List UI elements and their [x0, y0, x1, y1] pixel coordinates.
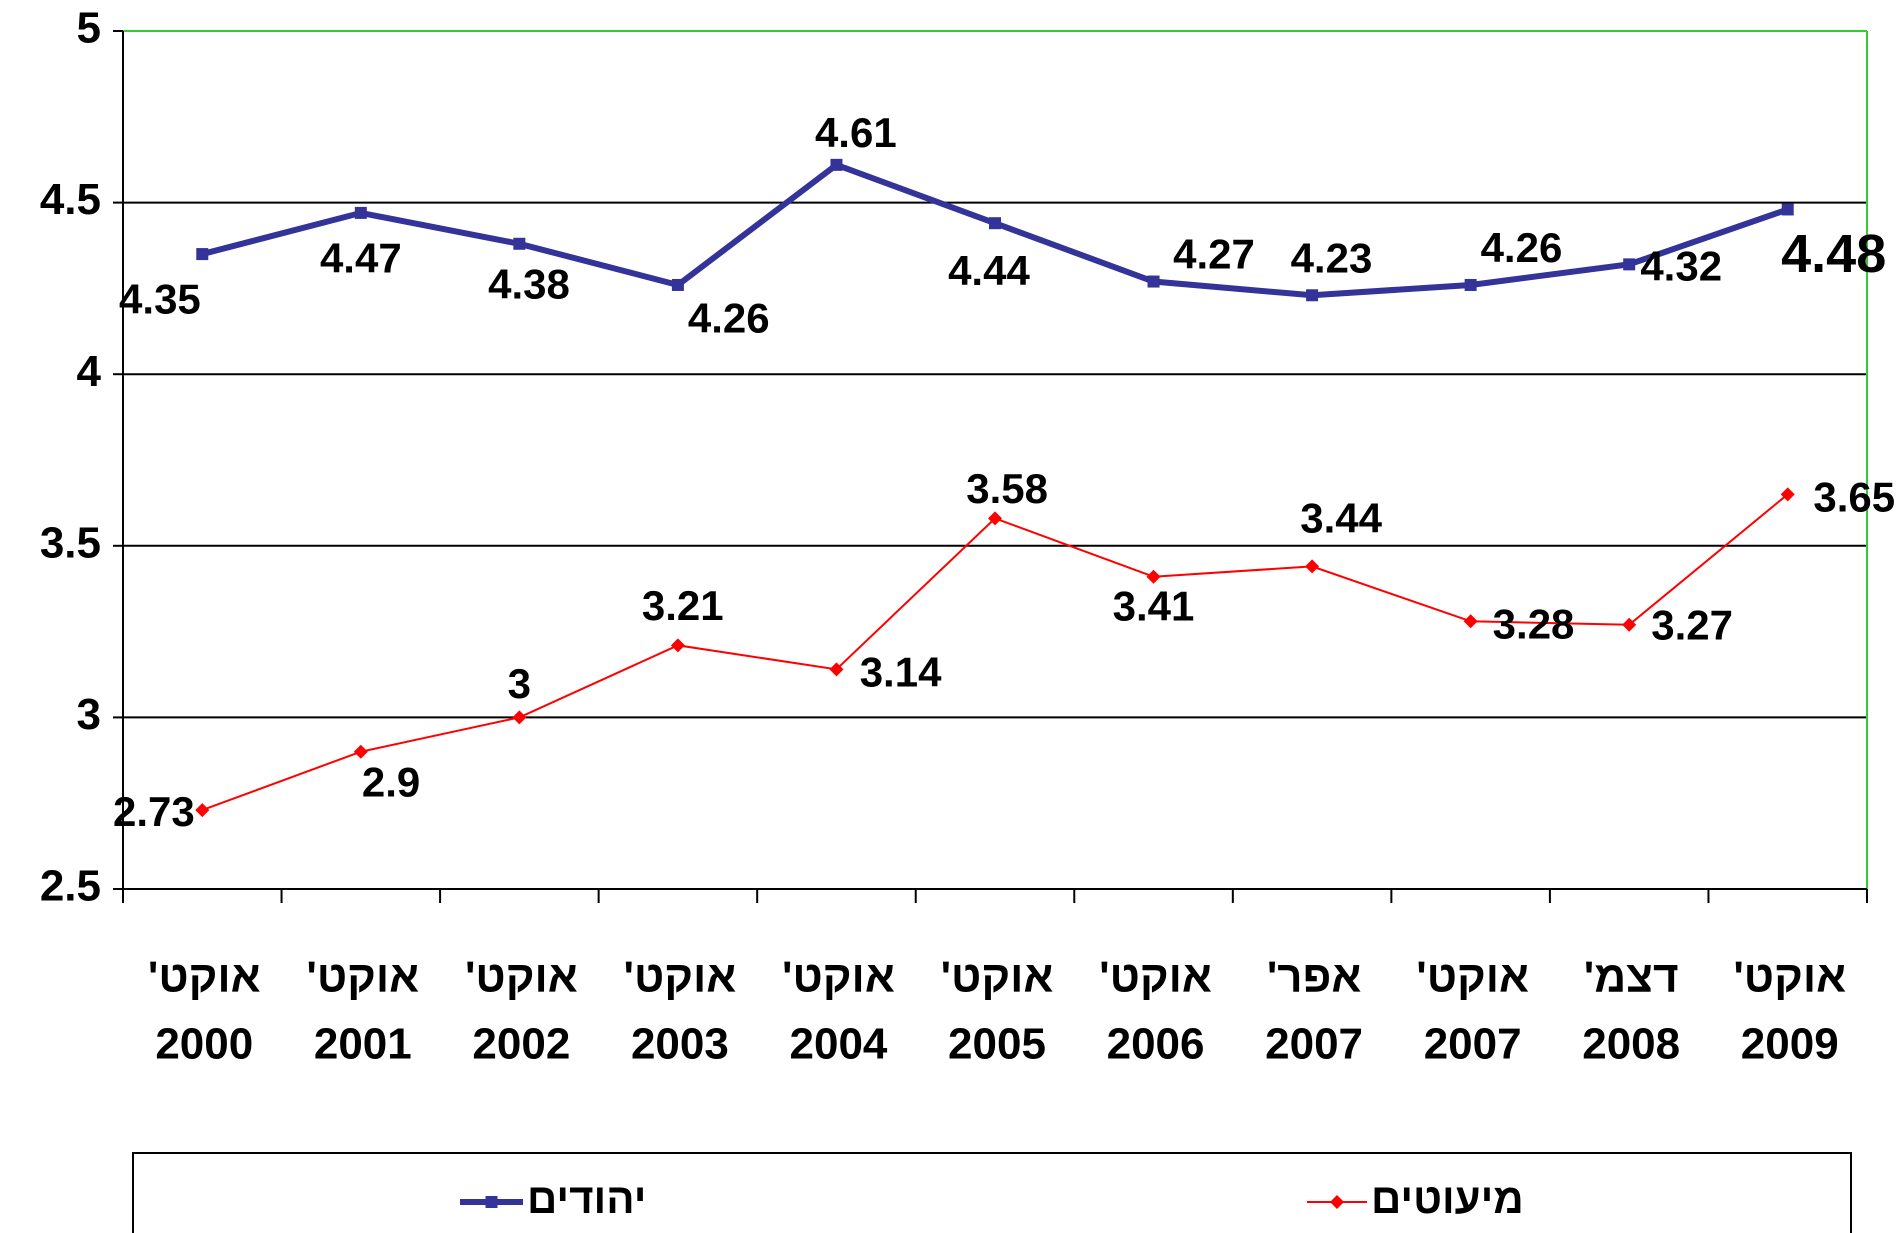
marker [196, 248, 209, 261]
marker [1464, 278, 1477, 291]
x-tick-label: 2008 [1582, 1020, 1680, 1069]
x-tick-label: 2002 [472, 1020, 570, 1069]
marker [989, 217, 1001, 230]
marker [1781, 203, 1794, 216]
data-label: 4.27 [1173, 230, 1255, 277]
x-tick-label: 2003 [631, 1020, 729, 1069]
data-label: 3.58 [966, 465, 1048, 512]
x-tick-label: 2005 [948, 1020, 1046, 1069]
y-tick-label: 5 [77, 4, 101, 53]
y-tick-label: 4 [77, 347, 102, 396]
series-line [201, 493, 1789, 812]
data-label: 4.61 [815, 109, 897, 156]
marker [512, 710, 527, 725]
legend-label: מיעוטים [1371, 1175, 1524, 1222]
legend-box [132, 1152, 1852, 1233]
data-label: 3.65 [1813, 473, 1895, 520]
marker [1146, 569, 1161, 584]
marker [1147, 275, 1160, 288]
marker [1623, 258, 1636, 271]
x-tick-label: 2006 [1107, 1020, 1205, 1069]
marker [1305, 559, 1320, 574]
marker [1463, 614, 1478, 629]
data-label: 3 [508, 660, 531, 707]
data-label: 4.32 [1640, 242, 1722, 289]
data-label: 3.41 [1113, 582, 1195, 629]
x-tick-label: אוקט' [1099, 953, 1212, 1002]
marker [829, 662, 844, 677]
data-label: 4.48 [1781, 224, 1886, 284]
x-tick-label: אפר' [1267, 953, 1362, 1002]
marker [195, 803, 210, 818]
data-label: 3.14 [860, 648, 942, 695]
x-tick-label: אוקט' [306, 953, 419, 1002]
y-tick-label: 2.5 [40, 862, 101, 911]
marker [830, 158, 843, 171]
data-label: 3.27 [1651, 601, 1733, 648]
x-tick-label: אוקט' [1733, 953, 1846, 1002]
data-label: 4.23 [1291, 234, 1373, 281]
data-label: 2.9 [362, 759, 420, 806]
marker [670, 638, 685, 653]
x-tick-label: אוקט' [782, 953, 895, 1002]
data-label: 3.21 [642, 582, 724, 629]
y-tick-label: 3 [77, 690, 101, 739]
y-tick-label: 4.5 [40, 175, 101, 224]
data-label: 4.44 [948, 247, 1030, 294]
marker [1622, 617, 1637, 632]
data-label: 2.73 [113, 788, 195, 835]
legend-marker [1330, 1195, 1344, 1209]
x-tick-label: אוקט' [1416, 953, 1529, 1002]
legend-marker [485, 1196, 498, 1208]
data-label: 4.26 [688, 294, 770, 341]
x-tick-label: אוקט' [465, 953, 578, 1002]
marker [988, 511, 1002, 526]
x-tick-label: 2000 [155, 1020, 253, 1069]
marker [1780, 487, 1795, 502]
marker [354, 206, 367, 219]
marker [353, 744, 368, 759]
x-tick-label: 2004 [790, 1020, 888, 1069]
x-tick-label: אוקט' [148, 953, 261, 1002]
legend-label: יהודים [527, 1175, 646, 1222]
data-label: 3.28 [1493, 600, 1575, 647]
data-label: 4.35 [119, 276, 201, 323]
marker [1306, 289, 1319, 302]
x-tick-label: אוקט' [624, 953, 737, 1002]
y-tick-label: 3.5 [40, 518, 101, 567]
data-label: 3.44 [1300, 495, 1382, 542]
marker [671, 278, 684, 291]
data-label: 4.26 [1481, 224, 1563, 271]
x-tick-label: 2009 [1741, 1020, 1839, 1069]
x-tick-label: דצמ' [1584, 953, 1679, 1002]
x-tick-label: 2001 [314, 1020, 412, 1069]
x-tick-label: אוקט' [941, 953, 1054, 1002]
x-tick-label: 2007 [1424, 1020, 1522, 1069]
marker [513, 237, 526, 250]
data-label: 4.38 [488, 260, 570, 307]
data-label: 4.47 [320, 234, 402, 281]
x-tick-label: 2007 [1265, 1020, 1363, 1069]
